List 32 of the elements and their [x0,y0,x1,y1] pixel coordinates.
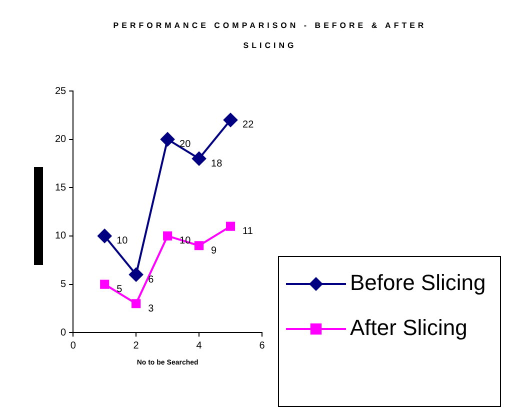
x-tick-label: 2 [133,340,140,352]
y-tick-label: 15 [55,182,67,194]
point [160,132,175,146]
x-tick-label: 4 [196,340,202,352]
data-label: 10 [116,236,128,247]
point [163,231,172,240]
legend-label: After Slicing [350,315,468,340]
point [132,299,141,308]
y-tick-label: 10 [55,230,67,242]
data-label: 18 [211,158,223,170]
y-tick-label: 20 [55,134,67,146]
data-label: 9 [211,245,218,256]
chart-title: PERFORMANCE COMPARISON - BEFORE & AFTER SLICING [113,21,427,50]
data-label: 5 [116,284,123,296]
data-label: 22 [242,120,254,131]
y-tick-label: 5 [60,279,67,290]
point [226,222,236,231]
data-label: 20 [180,139,192,150]
point [192,152,206,166]
x-tick-label: 6 [259,340,266,352]
point [100,280,110,289]
point [98,228,112,243]
data-label: 6 [148,274,154,286]
x-tick-label: 0 [70,340,76,352]
data-label: 3 [148,303,154,314]
point [129,268,144,282]
point [194,241,204,250]
y-tick-label: 0 [60,327,67,338]
point [224,112,238,127]
y-tick-label: 25 [55,86,67,97]
data-label: 11 [242,226,254,238]
legend-label: Before Slicing [350,270,486,296]
